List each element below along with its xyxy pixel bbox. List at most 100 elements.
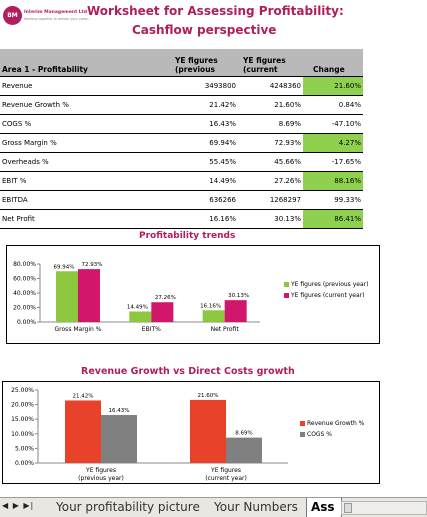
bar-data-label: 69.94% xyxy=(54,264,75,270)
row-curr-cell[interactable]: 45.66% xyxy=(238,152,303,172)
x-category-label: YE figures xyxy=(85,467,116,474)
scrollbar-thumb[interactable] xyxy=(344,503,352,513)
chart1-plot: 0.00% 20.00% 40.00% 60.00% 80.00% 69.94% 72.93… xyxy=(13,261,260,333)
row-change-cell[interactable]: 86.41% xyxy=(303,209,363,229)
row-curr-cell[interactable]: 21.60% xyxy=(238,95,303,115)
row-prev-cell[interactable]: 55.45% xyxy=(170,152,238,172)
y-tick-label: 20.00% xyxy=(13,305,36,312)
company-logo: BM Interim Management Ltd Working togeth… xyxy=(3,3,89,29)
row-curr-cell[interactable]: 1268297 xyxy=(238,190,303,210)
table-row: EBIT % 14.49% 27.26% 88.16% xyxy=(0,171,363,191)
row-label-cell[interactable]: EBIT % xyxy=(0,171,170,191)
row-curr-cell[interactable]: 8.69% xyxy=(238,114,303,134)
y-tick-label: 15.00% xyxy=(11,416,34,423)
table-row: Overheads % 55.45% 45.66% -17.65% xyxy=(0,152,363,172)
table-row: Gross Margin % 69.94% 72.93% 4.27% xyxy=(0,133,363,153)
y-tick-label: 40.00% xyxy=(13,290,36,297)
row-prev-cell[interactable]: 636266 xyxy=(170,190,238,210)
row-change-cell[interactable]: 99.33% xyxy=(303,190,363,210)
row-prev-cell[interactable]: 69.94% xyxy=(170,133,238,153)
header-curr-line2: (current xyxy=(243,64,278,74)
table-row: COGS % 16.43% 8.69% -47.10% xyxy=(0,114,363,134)
y-tick-label: 60.00% xyxy=(13,276,36,283)
header-prev-line2: (previous xyxy=(175,64,215,74)
bar-data-label: 27.26% xyxy=(155,295,176,301)
row-prev-cell[interactable]: 3493800 xyxy=(170,76,238,96)
row-prev-cell[interactable]: 14.49% xyxy=(170,171,238,191)
last-sheet-icon[interactable]: ▶| xyxy=(23,501,35,510)
chart1-legend-item-1: YE figures (previous year) xyxy=(284,279,368,290)
header-curr-line1: YE figures xyxy=(243,55,286,65)
page-title: Worksheet for Assessing Profitability: xyxy=(87,4,344,18)
chart1-legend-label-2: YE figures (current year) xyxy=(291,292,365,299)
bar-data-label: 16.16% xyxy=(200,303,221,309)
row-change-cell[interactable]: 21.60% xyxy=(303,76,363,96)
table-header-row: Area 1 - Profitability YE figures (previ… xyxy=(0,49,363,77)
bar-1 xyxy=(202,310,225,322)
x-category-label: YE figures xyxy=(210,467,241,474)
chart1-legend-item-2: YE figures (current year) xyxy=(284,290,368,301)
chart1-area[interactable]: 0.00% 20.00% 40.00% 60.00% 80.00% 69.94% 72.93… xyxy=(6,245,380,344)
row-change-cell[interactable]: 4.27% xyxy=(303,133,363,153)
logo-tagline: Working together to deliver your vision xyxy=(24,17,89,21)
chart1-legend: YE figures (previous year) YE figures (c… xyxy=(284,279,368,301)
bar-1 xyxy=(56,271,78,322)
legend-swatch-gray xyxy=(300,432,305,437)
bar-2 xyxy=(151,302,174,322)
bar-data-label: 21.42% xyxy=(73,393,94,399)
table-row: Revenue Growth % 21.42% 21.60% 0.84% xyxy=(0,95,363,115)
x-category-label: Net Profit xyxy=(211,326,240,333)
row-prev-cell[interactable]: 21.42% xyxy=(170,95,238,115)
row-change-cell[interactable]: 0.84% xyxy=(303,95,363,115)
chart1-legend-label-1: YE figures (previous year) xyxy=(291,281,369,288)
row-prev-cell[interactable]: 16.43% xyxy=(170,114,238,134)
tab-assessing[interactable]: Ass xyxy=(306,498,342,517)
row-prev-cell[interactable]: 16.16% xyxy=(170,209,238,229)
bar-data-label: 8.69% xyxy=(235,431,252,437)
header-change-cell[interactable]: Change xyxy=(303,49,363,77)
chart2-plot: 0.00% 5.00% 10.00% 15.00% 20.00% 25.00% 21.42%… xyxy=(11,387,288,482)
table-row: EBITDA 636266 1268297 99.33% xyxy=(0,190,363,210)
chart2-area[interactable]: 0.00% 5.00% 10.00% 15.00% 20.00% 25.00% 21.42%… xyxy=(2,381,380,484)
row-label-cell[interactable]: EBITDA xyxy=(0,190,170,210)
header-curr-cell[interactable]: YE figures (current xyxy=(238,49,303,77)
legend-swatch-green xyxy=(284,282,289,287)
bar-data-label: 16.43% xyxy=(109,408,130,414)
row-change-cell[interactable]: 88.16% xyxy=(303,171,363,191)
row-label-cell[interactable]: Revenue xyxy=(0,76,170,96)
x-category-label: (current year) xyxy=(205,475,247,482)
next-sheet-icon[interactable]: ▶ xyxy=(12,501,20,510)
header-area-cell[interactable]: Area 1 - Profitability xyxy=(0,49,170,77)
row-label-cell[interactable]: Overheads % xyxy=(0,152,170,172)
row-label-cell[interactable]: Net Profit xyxy=(0,209,170,229)
profitability-table: Area 1 - Profitability YE figures (previ… xyxy=(0,49,363,229)
row-curr-cell[interactable]: 27.26% xyxy=(238,171,303,191)
tab-nav: ⏮ ◀ ▶ ▶| xyxy=(2,501,34,510)
header-prev-cell[interactable]: YE figures (previous xyxy=(170,49,238,77)
horizontal-scrollbar[interactable] xyxy=(341,501,427,515)
legend-swatch-pink xyxy=(284,293,289,298)
row-label-cell[interactable]: Gross Margin % xyxy=(0,133,170,153)
row-curr-cell[interactable]: 30.13% xyxy=(238,209,303,229)
bar-1 xyxy=(129,311,152,322)
header-prev-line1: YE figures xyxy=(175,55,218,65)
chart2-legend-label-1: Revenue Growth % xyxy=(307,420,365,427)
row-label-cell[interactable]: Revenue Growth % xyxy=(0,95,170,115)
chart2-legend-item-2: COGS % xyxy=(300,429,364,440)
bar-2 xyxy=(224,300,247,322)
sheet-header: BM Interim Management Ltd Working togeth… xyxy=(0,0,427,46)
row-curr-cell[interactable]: 4248360 xyxy=(238,76,303,96)
bar-1 xyxy=(65,400,101,463)
x-category-label: Gross Margin % xyxy=(55,326,102,333)
tab-your-numbers[interactable]: Your Numbers xyxy=(206,498,307,517)
row-curr-cell[interactable]: 72.93% xyxy=(238,133,303,153)
page-subtitle: Cashflow perspective xyxy=(132,23,277,37)
row-label-cell[interactable]: COGS % xyxy=(0,114,170,134)
row-change-cell[interactable]: -17.65% xyxy=(303,152,363,172)
logo-company-name: Interim Management Ltd xyxy=(24,10,88,15)
prev-sheet-icon[interactable]: ◀ xyxy=(2,501,10,510)
table-row: Revenue 3493800 4248360 21.60% xyxy=(0,76,363,96)
tab-your-profitability-picture[interactable]: Your profitability picture xyxy=(48,498,209,517)
row-change-cell[interactable]: -47.10% xyxy=(303,114,363,134)
y-tick-label: 0.00% xyxy=(17,319,36,326)
